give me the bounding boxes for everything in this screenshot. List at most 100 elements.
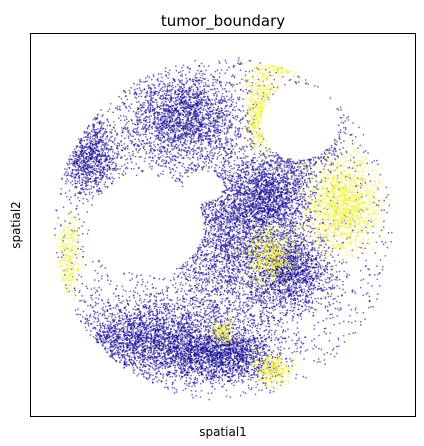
point-dominant [145,133,147,136]
point-dominant [221,260,224,263]
point-dominant [160,148,162,151]
point-dominant [214,293,216,296]
point-dominant [195,107,198,110]
point-dominant [151,152,154,155]
point-dominant [201,271,203,274]
point-dominant [193,144,196,147]
point-dominant [231,254,234,257]
point-dominant [163,104,165,106]
point-dominant [204,83,207,86]
point-dominant [231,167,233,170]
point-dominant [195,129,197,131]
point-dominant [135,115,137,117]
point-dominant [146,138,148,141]
point-dominant [199,124,202,127]
point-dominant [223,237,225,240]
point-dominant [233,282,236,285]
point-dominant [260,318,263,320]
point-dominant [185,154,188,157]
point-dominant [175,127,178,130]
point-dominant [230,247,233,250]
point-dominant [223,312,225,315]
point-dominant [202,264,204,267]
point-dominant [185,136,188,138]
point-dominant [171,115,174,117]
point-dominant [271,196,273,198]
point-dominant [160,119,163,121]
point-dominant [211,125,213,127]
point-dominant [116,109,119,111]
point-dominant [224,107,226,110]
point-dominant [199,157,202,160]
point-dominant [189,142,192,145]
point-dominant [128,89,131,92]
point-dominant [189,276,191,278]
point-dominant [212,258,215,261]
point-dominant [217,105,220,108]
point-dominant [206,307,209,310]
point-dominant [143,104,145,106]
point-dominant [242,322,245,325]
point-dominant [152,106,154,109]
point-dominant [254,286,256,289]
point-dominant [213,252,216,254]
point-dominant [203,307,206,310]
point-dominant [286,253,289,256]
point-dominant [233,253,236,255]
point-dominant [220,125,222,128]
point-dominant [194,303,196,306]
point-dominant [204,257,207,259]
point-dominant [239,265,242,268]
point-dominant [239,247,242,250]
point-dominant [238,301,241,304]
point-dominant [122,115,125,117]
point-dominant [220,256,223,259]
point-dominant [148,115,151,118]
point-dominant [177,146,179,148]
point-dominant [201,241,204,243]
point-dominant [201,149,204,152]
point-dominant [189,163,192,166]
point-dominant [140,95,143,98]
point-dominant [195,119,198,122]
point-dominant [179,120,181,122]
point-dominant [138,87,141,89]
point-dominant [224,215,227,218]
point-dominant [221,213,224,216]
point-dominant [165,117,167,120]
point-dominant [158,83,160,86]
point-dominant [223,250,226,252]
point-dominant [221,378,224,380]
point-dominant [160,145,163,148]
point-dominant [225,287,228,290]
point-dominant [152,159,155,162]
point-dominant [157,163,160,166]
point-dominant [242,98,245,101]
point-dominant [188,91,191,93]
point-dominant [216,158,219,160]
point-dominant [214,103,217,106]
point-dominant [216,129,219,131]
point-dominant [227,110,229,112]
point-dominant [228,213,230,216]
point-dominant [149,107,152,110]
point-dominant [175,108,177,111]
point-dominant [204,205,207,208]
point-dominant [192,169,195,172]
point-dominant [187,275,189,278]
point-dominant [209,88,212,91]
point-dominant [193,78,195,81]
point-dominant [131,122,134,125]
point-dominant [160,87,163,90]
point-dominant [173,158,176,161]
point-dominant [192,254,194,257]
point-dominant [192,104,195,107]
point-dominant [147,100,150,103]
point-dominant [157,92,160,95]
point-dominant [141,126,144,128]
point-dominant [191,124,194,127]
point-dominant [228,272,231,275]
point-dominant [184,73,187,76]
point-dominant [215,126,217,129]
point-dominant [198,279,201,282]
